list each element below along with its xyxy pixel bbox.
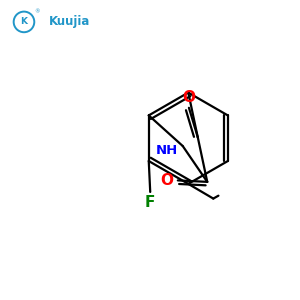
Text: NH: NH: [155, 144, 178, 157]
Text: Kuujia: Kuujia: [48, 15, 90, 28]
Text: O: O: [160, 173, 173, 188]
Text: O: O: [182, 90, 195, 105]
Text: ®: ®: [34, 9, 39, 14]
Text: K: K: [20, 17, 28, 26]
Text: F: F: [145, 195, 155, 210]
